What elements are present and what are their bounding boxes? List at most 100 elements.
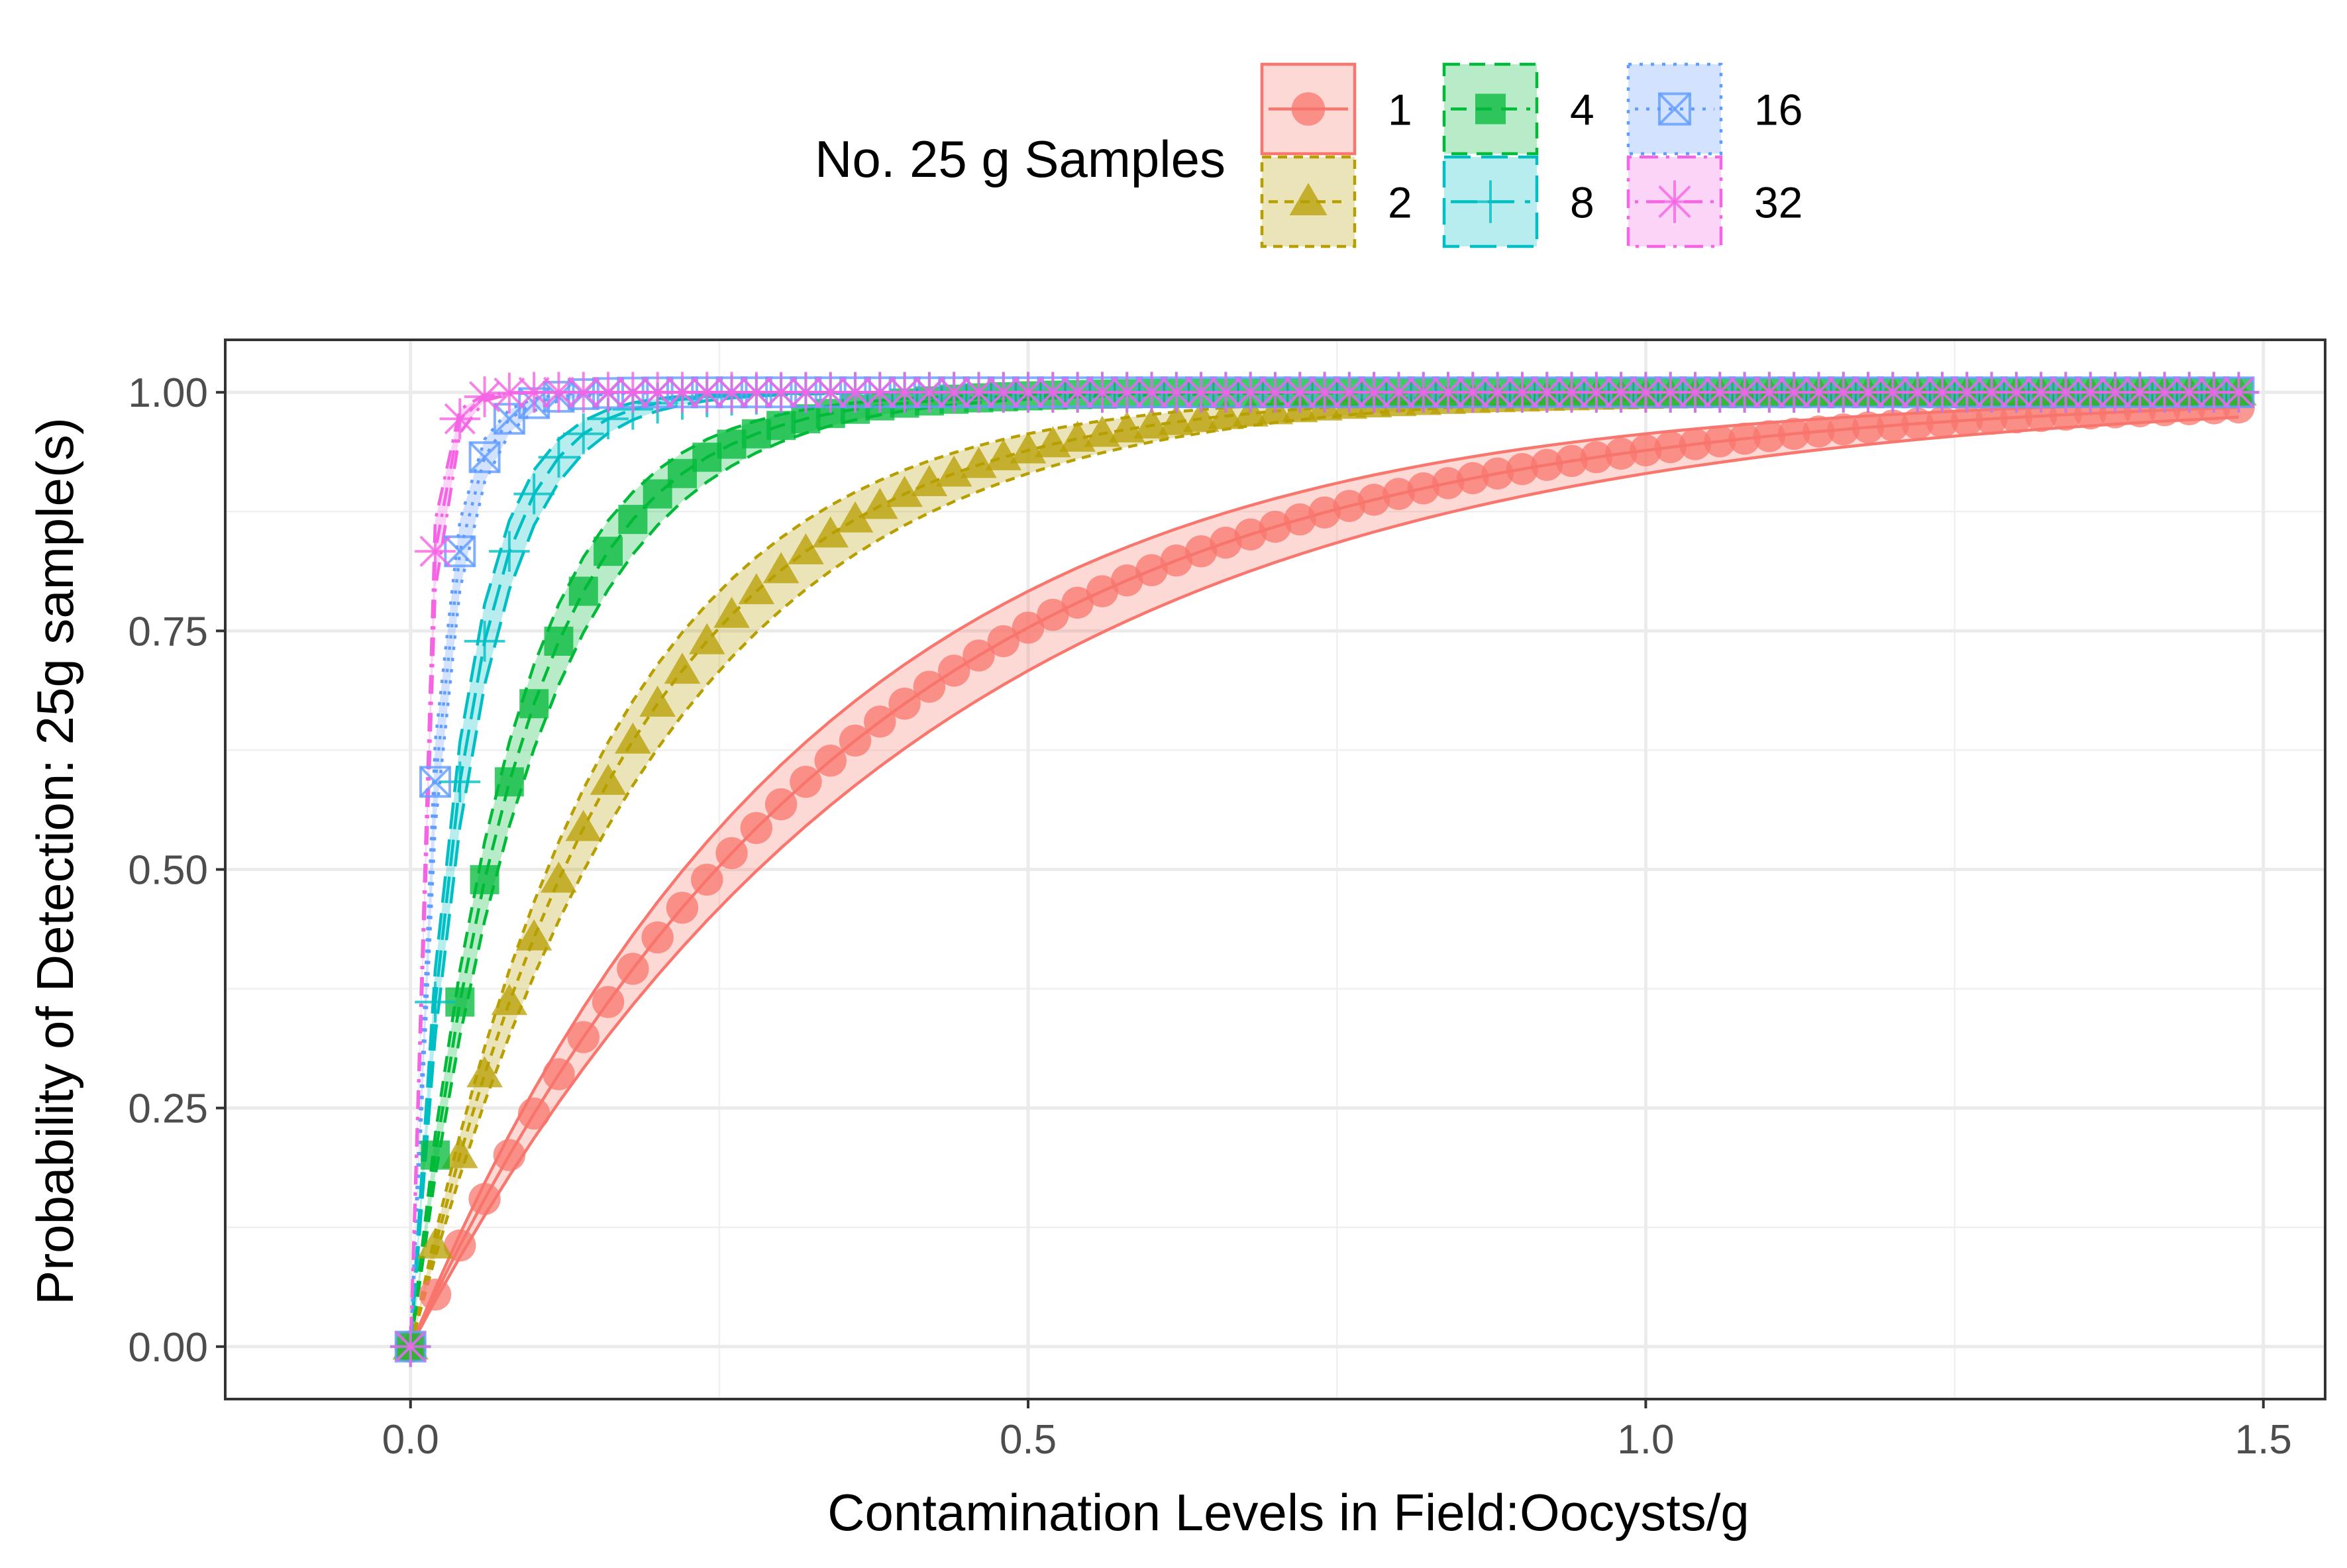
- circle-marker: [1037, 598, 1069, 631]
- circle-marker: [617, 953, 649, 985]
- triangle-marker: [713, 596, 750, 628]
- point-series-32: [1897, 372, 1938, 413]
- marker-layer: [390, 372, 2260, 1367]
- circle-marker: [1291, 92, 1326, 126]
- circle-marker: [1704, 425, 1736, 458]
- point-series-1: [1704, 425, 1736, 458]
- point-series-2: [762, 552, 800, 584]
- point-series-1: [814, 745, 847, 777]
- point-series-8: [464, 621, 505, 662]
- asterisk-stroke: [1358, 376, 1390, 408]
- triangle-marker: [664, 653, 701, 684]
- asterisk-stroke: [1852, 376, 1884, 408]
- circle-marker: [1382, 478, 1415, 510]
- triangle-marker: [541, 861, 577, 893]
- asterisk-stroke: [888, 376, 921, 408]
- asterisk-stroke: [1506, 376, 1538, 408]
- point-series-1: [987, 625, 1019, 658]
- legend-marker-2: [1289, 182, 1328, 216]
- triangle-marker: [762, 552, 800, 584]
- triangle-marker: [886, 476, 923, 507]
- asterisk-stroke: [1062, 376, 1094, 408]
- point-series-32: [390, 1326, 431, 1367]
- point-series-1: [1037, 598, 1069, 631]
- circle-marker: [839, 724, 872, 757]
- square-cross-diag2: [1658, 93, 1691, 125]
- point-series-8: [513, 473, 554, 515]
- asterisk-stroke: [1308, 376, 1341, 408]
- circle-marker: [913, 670, 946, 703]
- legend-marker-16: [1658, 92, 1691, 126]
- triangle-marker: [417, 1227, 454, 1259]
- square-marker: [568, 576, 598, 606]
- point-series-1: [1432, 467, 1465, 499]
- point-series-1: [1777, 417, 1810, 450]
- legend-label-2: 2: [1388, 178, 1412, 227]
- asterisk-stroke: [617, 376, 649, 408]
- asterisk-stroke: [666, 376, 698, 408]
- asterisk-stroke: [1185, 376, 1217, 408]
- asterisk-stroke: [1482, 376, 1514, 408]
- point-series-2: [639, 685, 676, 717]
- asterisk-stroke: [518, 376, 550, 409]
- circle-marker: [641, 921, 674, 954]
- point-series-1: [1284, 503, 1316, 536]
- asterisk-stroke: [1802, 376, 1835, 408]
- square-marker: [667, 458, 697, 488]
- asterisk-stroke: [1382, 376, 1415, 408]
- point-series-32: [1156, 372, 1197, 413]
- point-series-1: [641, 921, 674, 954]
- circle-marker: [691, 863, 723, 896]
- asterisk-stroke: [1605, 376, 1637, 408]
- circle-marker: [1654, 431, 1687, 464]
- point-series-1: [715, 837, 748, 870]
- triangle-marker: [1289, 182, 1328, 216]
- point-series-32: [835, 372, 876, 413]
- square-marker: [643, 479, 672, 509]
- legend-key-2: [1260, 155, 1357, 248]
- circle-marker: [1259, 510, 1292, 543]
- asterisk-stroke: [1037, 376, 1069, 408]
- point-series-1: [1111, 564, 1143, 597]
- square-marker: [594, 537, 623, 566]
- asterisk-stroke: [1457, 376, 1488, 408]
- circle-marker: [1926, 405, 1959, 439]
- point-series-1: [963, 639, 995, 672]
- asterisk-stroke: [1902, 376, 1934, 408]
- asterisk-stroke: [1753, 376, 1785, 408]
- point-series-4: [618, 505, 648, 535]
- circle-marker: [888, 688, 921, 720]
- point-series-4: [568, 576, 598, 606]
- point-series-32: [2095, 372, 2136, 413]
- point-series-32: [1872, 372, 1914, 413]
- point-series-2: [417, 1227, 454, 1259]
- point-series-1: [1086, 575, 1119, 607]
- circle-marker: [1753, 420, 1786, 452]
- circle-marker: [1728, 423, 1761, 455]
- triangle-marker: [466, 1056, 503, 1088]
- triangle-marker: [515, 919, 552, 951]
- legend-title: No. 25 g Samples: [815, 130, 1226, 188]
- circle-marker: [517, 1097, 550, 1130]
- circle-marker: [963, 639, 995, 672]
- point-series-2: [1182, 400, 1220, 432]
- point-series-2: [515, 919, 552, 951]
- square-marker: [692, 443, 722, 472]
- asterisk-stroke: [1333, 376, 1365, 408]
- asterisk-stroke: [1210, 376, 1242, 408]
- point-series-2: [590, 763, 627, 795]
- circle-marker: [814, 745, 847, 777]
- point-series-4: [766, 411, 796, 441]
- triangle-marker: [1133, 407, 1170, 439]
- asterisk-stroke: [2025, 376, 2057, 408]
- square-marker: [618, 505, 648, 535]
- square-marker: [544, 626, 574, 656]
- point-series-1: [1604, 437, 1638, 470]
- asterisk-stroke: [790, 376, 822, 408]
- point-series-32: [415, 531, 456, 572]
- point-series-1: [1234, 518, 1267, 551]
- point-series-4: [594, 537, 623, 566]
- circle-marker: [764, 788, 798, 821]
- x-tick-label: 0.0: [382, 1417, 439, 1463]
- asterisk-stroke: [815, 376, 847, 408]
